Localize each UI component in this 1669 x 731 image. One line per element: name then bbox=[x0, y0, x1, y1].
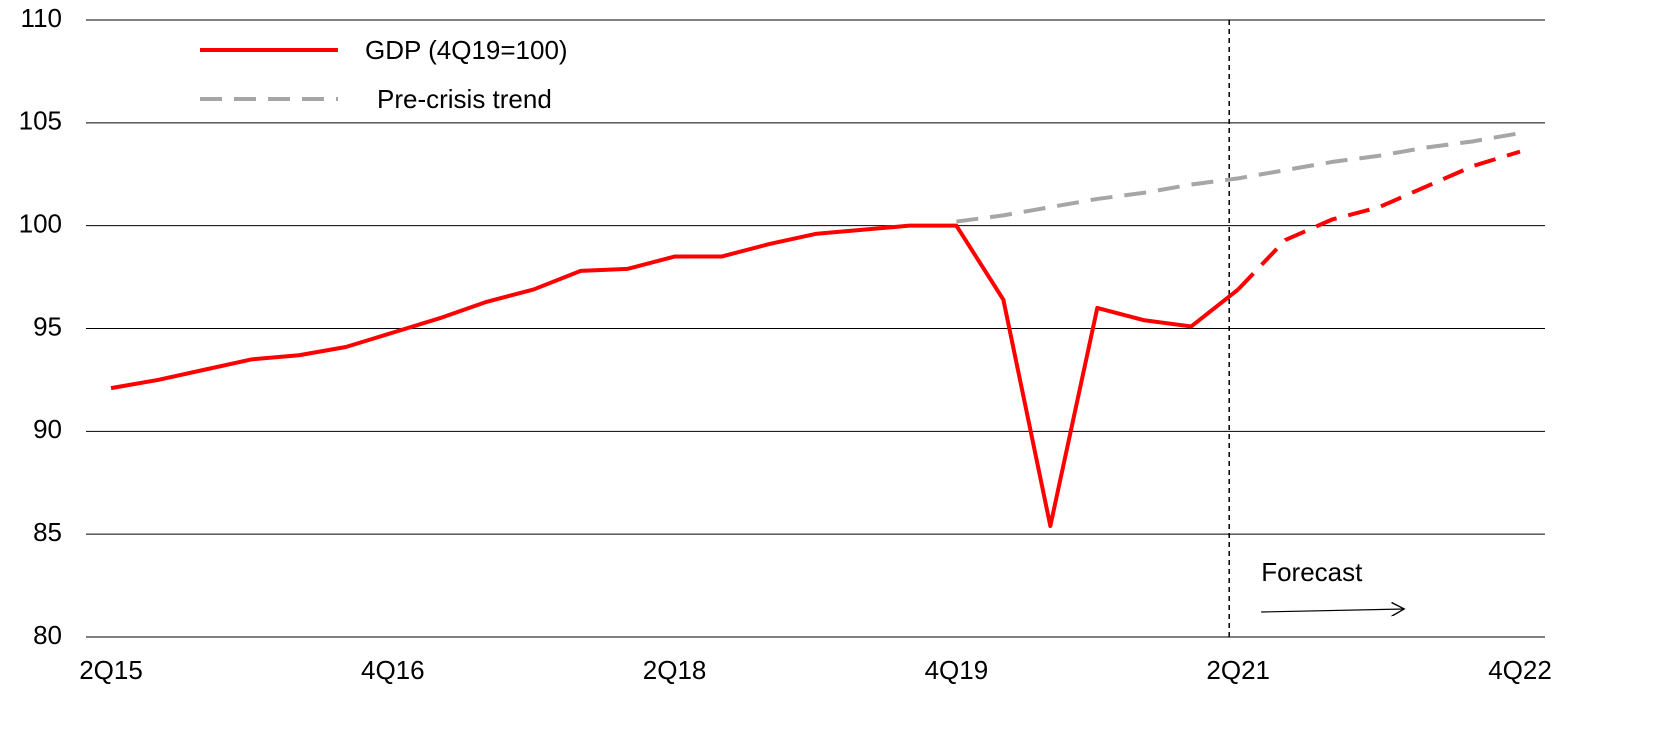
y-tick-label: 105 bbox=[19, 106, 62, 136]
x-tick-label: 4Q19 bbox=[925, 655, 989, 685]
x-tick-label: 2Q18 bbox=[643, 655, 707, 685]
x-tick-label: 2Q15 bbox=[79, 655, 143, 685]
y-tick-label: 85 bbox=[33, 517, 62, 547]
series-line bbox=[110, 223, 1240, 528]
x-tick-label: 4Q22 bbox=[1488, 655, 1552, 685]
x-tick-label: 2Q21 bbox=[1206, 655, 1270, 685]
y-tick-label: 110 bbox=[21, 3, 62, 33]
legend-label: Pre-crisis trend bbox=[377, 84, 552, 114]
annotation-arrow bbox=[1261, 609, 1404, 612]
forecast-line bbox=[1236, 149, 1521, 291]
legend-label: GDP (4Q19=100) bbox=[365, 35, 568, 65]
series-line bbox=[956, 131, 1521, 224]
x-tick-label: 4Q16 bbox=[361, 655, 425, 685]
y-tick-label: 80 bbox=[33, 620, 62, 650]
y-tick-label: 95 bbox=[33, 311, 62, 341]
y-tick-label: 100 bbox=[19, 209, 62, 239]
annotation: Forecast bbox=[1261, 557, 1363, 587]
y-tick-label: 90 bbox=[33, 414, 62, 444]
